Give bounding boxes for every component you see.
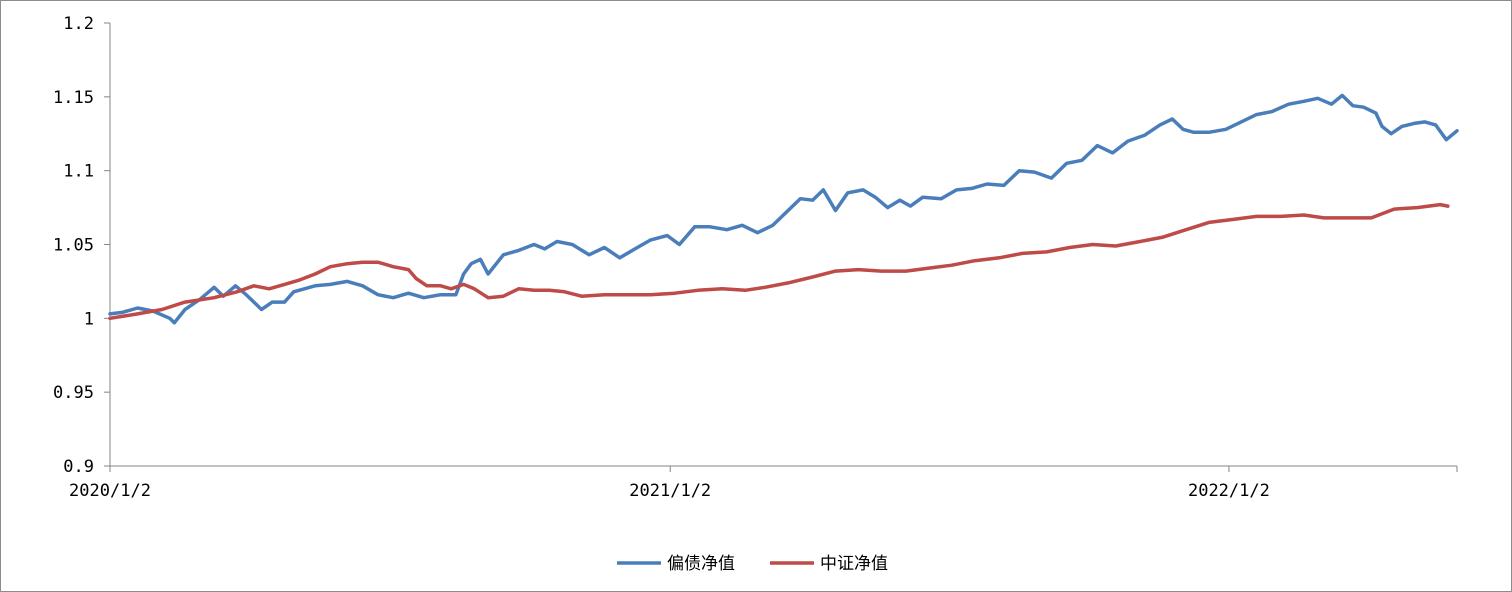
x-tick-label: 2021/1/2 [629,481,711,501]
series-line-0 [108,93,1459,325]
legend-label: 中证净值 [820,554,888,574]
y-tick-label: 1 [84,309,94,329]
x-tick-label: 2020/1/2 [69,481,151,501]
x-tick-label: 2022/1/2 [1188,481,1270,501]
series-line-1 [108,202,1450,321]
chart-legend: 偏债净值 中证净值 [617,554,888,574]
y-tick-label: 0.9 [63,457,94,477]
y-tick-label: 1.15 [53,88,94,108]
chart-series [108,93,1459,325]
chart-axes: 0.9 0.95 1 1.05 1.1 1.15 1.2 2020/1/2 2021/1/2 20… [53,14,1458,501]
y-tick-label: 1.05 [53,236,94,256]
y-tick-label: 0.95 [53,383,94,403]
y-tick-label: 1.1 [63,162,94,182]
legend-label: 偏债净值 [667,554,735,574]
y-tick-label: 1.2 [63,14,94,34]
